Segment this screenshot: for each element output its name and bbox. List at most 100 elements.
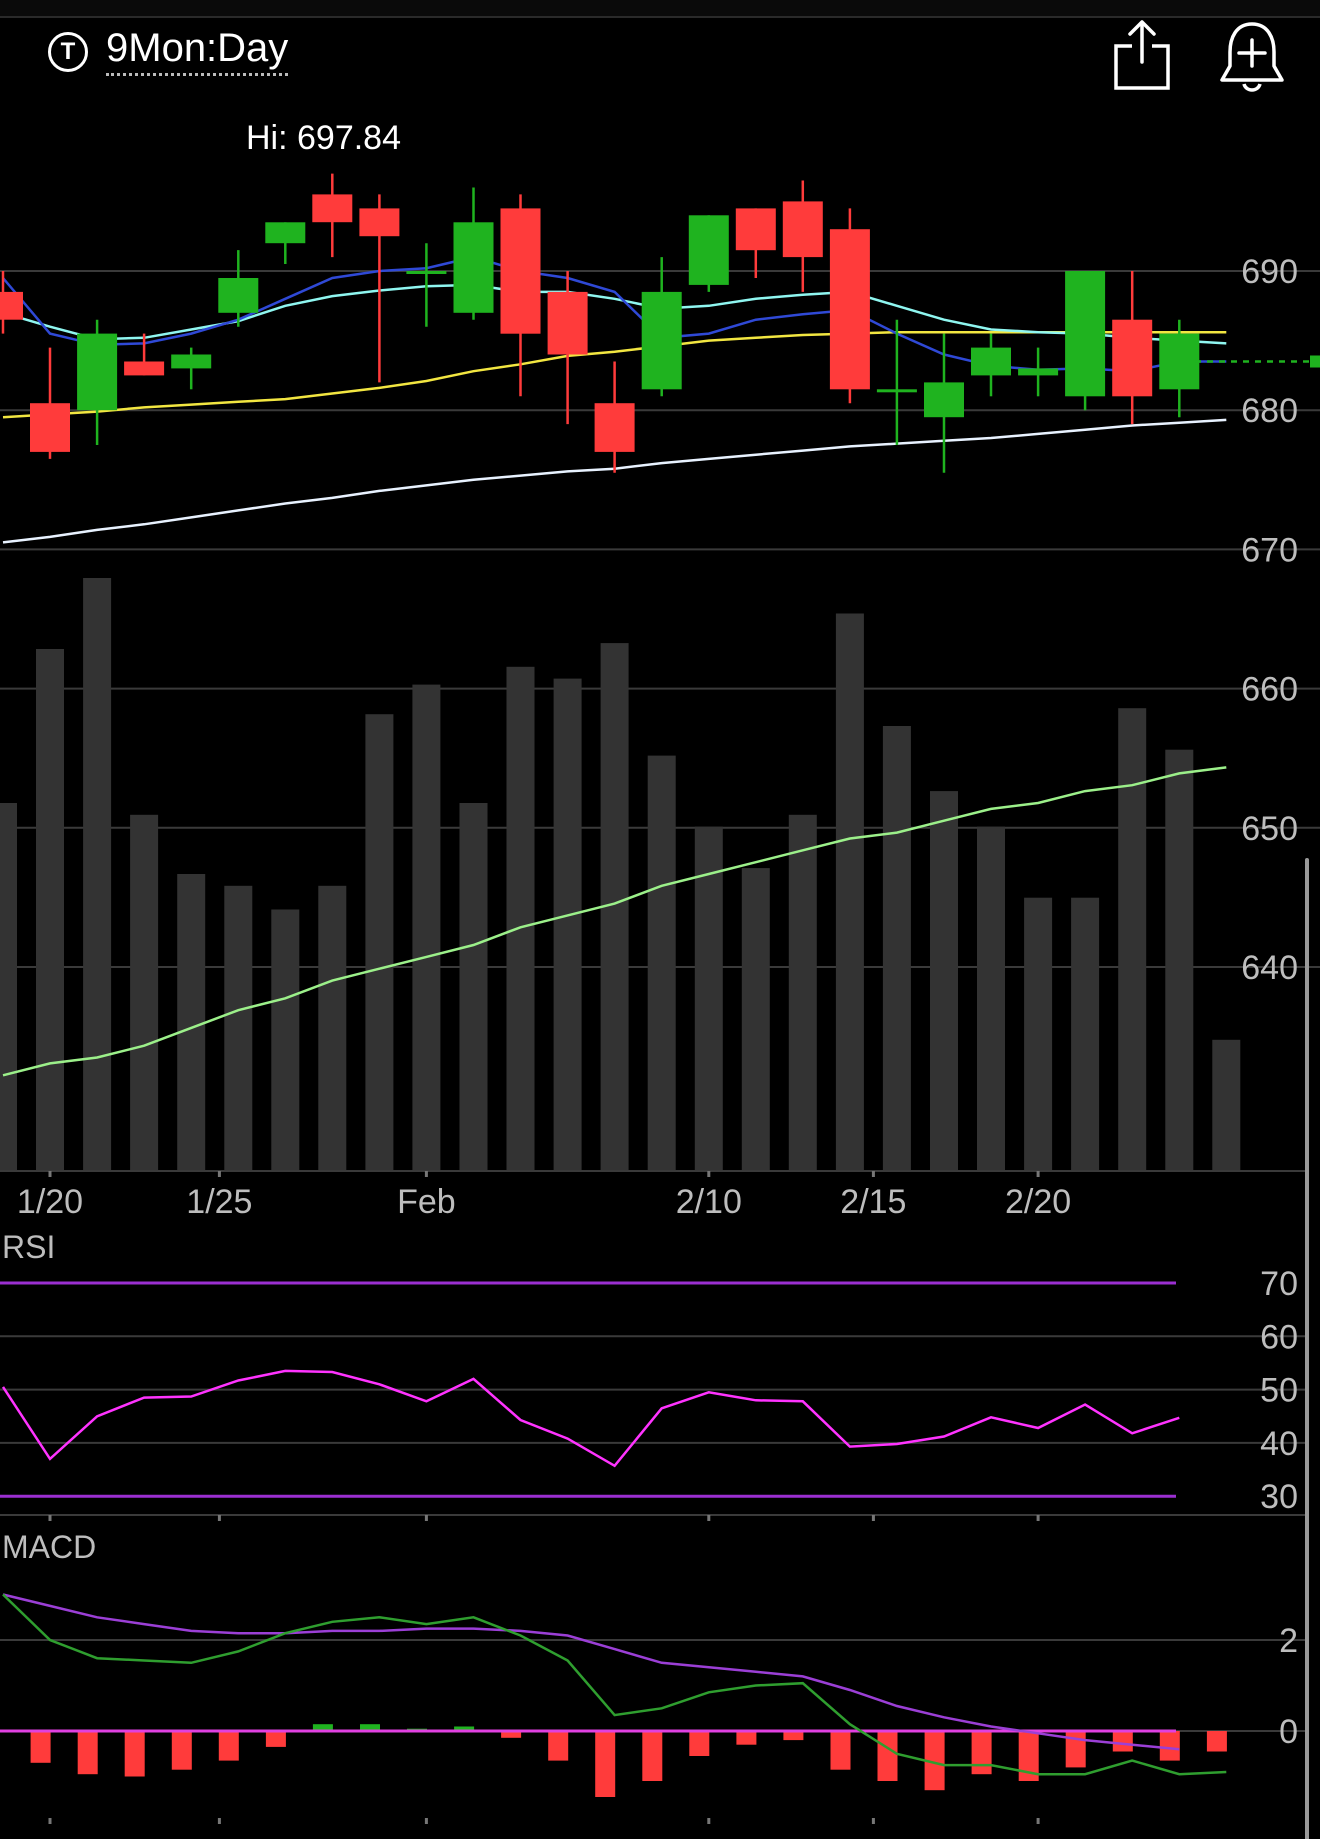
volume-bar bbox=[1024, 897, 1053, 1170]
macd-histogram-bar bbox=[218, 1731, 239, 1761]
macd-histogram-bar bbox=[360, 1724, 380, 1731]
volume-bar bbox=[788, 814, 817, 1170]
volume-bar bbox=[412, 684, 441, 1170]
volume-bar bbox=[130, 814, 159, 1170]
macd-histogram-bar bbox=[1159, 1731, 1180, 1761]
candle-body bbox=[547, 291, 588, 355]
macd-histogram-bar bbox=[1206, 1731, 1227, 1752]
rsi-line bbox=[1, 1369, 1180, 1468]
ma-blue-line bbox=[2, 255, 1227, 373]
macd-histogram-bar bbox=[548, 1731, 569, 1761]
ticker-icon[interactable]: T bbox=[48, 32, 88, 72]
candle-body bbox=[1159, 333, 1200, 390]
price-axis-label: 680 bbox=[1241, 392, 1298, 430]
candle-body bbox=[971, 347, 1011, 376]
volume-bar bbox=[0, 803, 17, 1170]
volume-bar bbox=[459, 803, 488, 1170]
macd-histogram-bar bbox=[1018, 1731, 1039, 1781]
share-icon[interactable] bbox=[1110, 18, 1174, 94]
volume-bar bbox=[647, 755, 676, 1170]
add-alert-bell-icon[interactable] bbox=[1216, 18, 1288, 94]
macd-axis-label: 0 bbox=[1279, 1713, 1298, 1751]
candle-body bbox=[265, 222, 306, 244]
macd-histogram-bar bbox=[736, 1731, 757, 1745]
volume-bar bbox=[271, 909, 300, 1170]
rsi-axis-label: 50 bbox=[1260, 1372, 1298, 1410]
price-axis-label: 650 bbox=[1241, 810, 1298, 848]
macd-histogram-bar bbox=[124, 1731, 145, 1777]
price-axis-label: 670 bbox=[1241, 531, 1298, 569]
rsi-axis-label: 70 bbox=[1260, 1265, 1298, 1303]
candle-body bbox=[829, 229, 870, 390]
macd-histogram-bar bbox=[454, 1726, 475, 1731]
macd-histogram-bar bbox=[312, 1724, 333, 1731]
candle-body bbox=[1018, 368, 1059, 376]
volume-bar bbox=[36, 649, 64, 1170]
rsi-axis-label: 60 bbox=[1260, 1318, 1298, 1356]
candle-body bbox=[171, 354, 212, 369]
macd-histogram-bar bbox=[971, 1731, 992, 1775]
ma-cyan-line bbox=[2, 283, 1227, 345]
date-axis-label: 2/10 bbox=[676, 1183, 742, 1221]
candle-body bbox=[218, 278, 259, 313]
rsi-axis-label: 30 bbox=[1260, 1478, 1298, 1516]
price-axis-label: 660 bbox=[1241, 671, 1298, 709]
chart-header: T 9Mon:Day bbox=[0, 18, 1320, 108]
macd-histogram-bar bbox=[1065, 1731, 1086, 1768]
status-strip bbox=[0, 0, 1320, 18]
date-axis-label: 2/15 bbox=[840, 1183, 906, 1221]
macd-histogram-bar bbox=[30, 1731, 51, 1763]
macd-line bbox=[2, 1593, 1227, 1776]
volume-bar bbox=[318, 885, 347, 1170]
rsi-axis-label: 40 bbox=[1260, 1425, 1298, 1463]
macd-label: MACD bbox=[2, 1529, 96, 1565]
candle-body bbox=[641, 291, 682, 390]
volume-bar bbox=[506, 666, 535, 1170]
candle-body bbox=[688, 215, 729, 285]
high-price-label: Hi: 697.84 bbox=[246, 119, 401, 157]
candle-body bbox=[500, 208, 541, 334]
candle-body bbox=[735, 208, 776, 251]
macd-signal-line bbox=[2, 1593, 1180, 1751]
macd-histogram-bar bbox=[501, 1731, 522, 1738]
volume-bar bbox=[1165, 749, 1194, 1170]
macd-histogram-bar bbox=[783, 1731, 804, 1741]
candle-body bbox=[406, 271, 447, 274]
candle-body bbox=[453, 222, 494, 313]
macd-histogram-bar bbox=[171, 1731, 192, 1770]
candle-body bbox=[124, 361, 165, 376]
macd-histogram-bar bbox=[1112, 1731, 1133, 1752]
volume-bar bbox=[224, 885, 253, 1170]
volume-bar bbox=[83, 578, 112, 1170]
candle-body bbox=[77, 333, 118, 411]
volume-bar bbox=[977, 826, 1005, 1170]
candle-body bbox=[30, 403, 70, 452]
last-price-marker bbox=[1310, 355, 1320, 368]
candle-body bbox=[876, 389, 917, 393]
volume-bar bbox=[365, 714, 394, 1170]
macd-histogram-bar bbox=[265, 1731, 286, 1747]
candle-body bbox=[312, 194, 353, 223]
macd-histogram-bar bbox=[689, 1731, 710, 1756]
candle-body bbox=[359, 208, 400, 237]
candle-body bbox=[782, 201, 823, 258]
price-axis-label: 640 bbox=[1241, 949, 1298, 987]
candle-body bbox=[1112, 319, 1153, 397]
macd-histogram-bar bbox=[924, 1731, 945, 1791]
timeframe-title[interactable]: 9Mon:Day bbox=[106, 26, 289, 76]
volume-bar bbox=[882, 726, 911, 1170]
volume-bar bbox=[930, 791, 958, 1170]
volume-bar bbox=[1212, 1039, 1241, 1170]
macd-histogram-bar bbox=[830, 1731, 851, 1770]
volume-bar bbox=[741, 868, 770, 1170]
macd-histogram-bar bbox=[877, 1731, 898, 1781]
macd-axis-label: 2 bbox=[1279, 1622, 1298, 1660]
macd-histogram-bar bbox=[77, 1731, 98, 1775]
volume-bar bbox=[1071, 897, 1100, 1170]
volume-bar bbox=[835, 613, 864, 1170]
date-axis-label: Feb bbox=[397, 1183, 456, 1221]
macd-histogram-bar bbox=[642, 1731, 663, 1781]
date-axis-label: 1/20 bbox=[17, 1183, 83, 1221]
volume-bar bbox=[177, 874, 206, 1170]
